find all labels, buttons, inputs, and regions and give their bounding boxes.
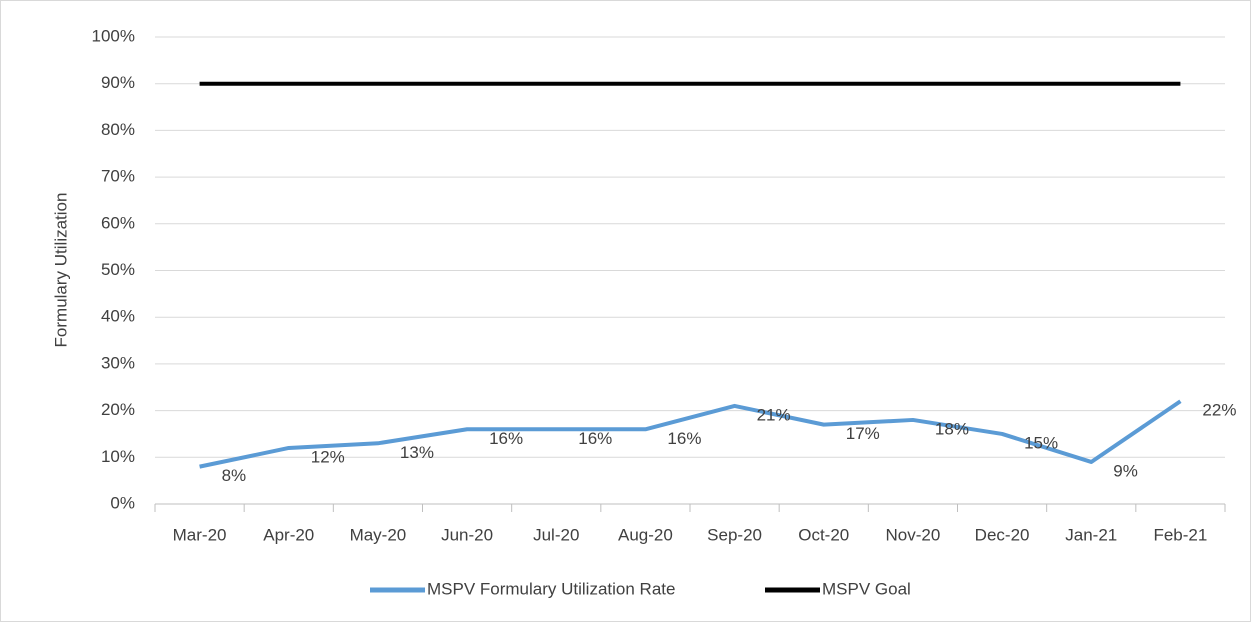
- series-line: [199, 399, 1182, 469]
- x-tick-label: Feb-21: [1153, 525, 1207, 544]
- data-label: 8%: [222, 466, 247, 485]
- x-tick-label: Dec-20: [975, 525, 1030, 544]
- legend-label: MSPV Goal: [822, 579, 911, 598]
- data-label: 13%: [400, 443, 434, 462]
- data-label: 9%: [1113, 461, 1138, 480]
- x-tick-label: Jul-20: [533, 525, 579, 544]
- data-label: 16%: [667, 429, 701, 448]
- x-tick-label: Oct-20: [798, 525, 849, 544]
- data-label: 18%: [935, 419, 969, 438]
- y-tick-label: 60%: [101, 213, 135, 232]
- x-tick-label: Aug-20: [618, 525, 673, 544]
- x-tick-label: May-20: [350, 525, 407, 544]
- data-label: 12%: [311, 447, 345, 466]
- y-axis-title: Formulary Utilization: [51, 193, 70, 348]
- x-tick-label: Nov-20: [886, 525, 941, 544]
- x-tick-label: Jun-20: [441, 525, 493, 544]
- y-tick-label: 80%: [101, 120, 135, 139]
- y-tick-label: 10%: [101, 447, 135, 466]
- y-tick-label: 0%: [110, 493, 135, 512]
- x-tick-label: Jan-21: [1065, 525, 1117, 544]
- x-tick-label: Mar-20: [173, 525, 227, 544]
- data-label: 17%: [846, 424, 880, 443]
- data-label: 15%: [1024, 433, 1058, 452]
- legend-label: MSPV Formulary Utilization Rate: [427, 579, 675, 598]
- x-tick-label: Apr-20: [263, 525, 314, 544]
- data-label: 16%: [489, 429, 523, 448]
- y-tick-label: 40%: [101, 307, 135, 326]
- y-tick-label: 50%: [101, 260, 135, 279]
- y-tick-label: 20%: [101, 400, 135, 419]
- data-label: 22%: [1202, 401, 1236, 420]
- y-tick-label: 30%: [101, 353, 135, 372]
- y-tick-label: 90%: [101, 73, 135, 92]
- data-label: 16%: [578, 429, 612, 448]
- x-tick-label: Sep-20: [707, 525, 762, 544]
- y-tick-label: 70%: [101, 167, 135, 186]
- data-label: 21%: [757, 405, 791, 424]
- y-tick-label: 100%: [92, 26, 135, 45]
